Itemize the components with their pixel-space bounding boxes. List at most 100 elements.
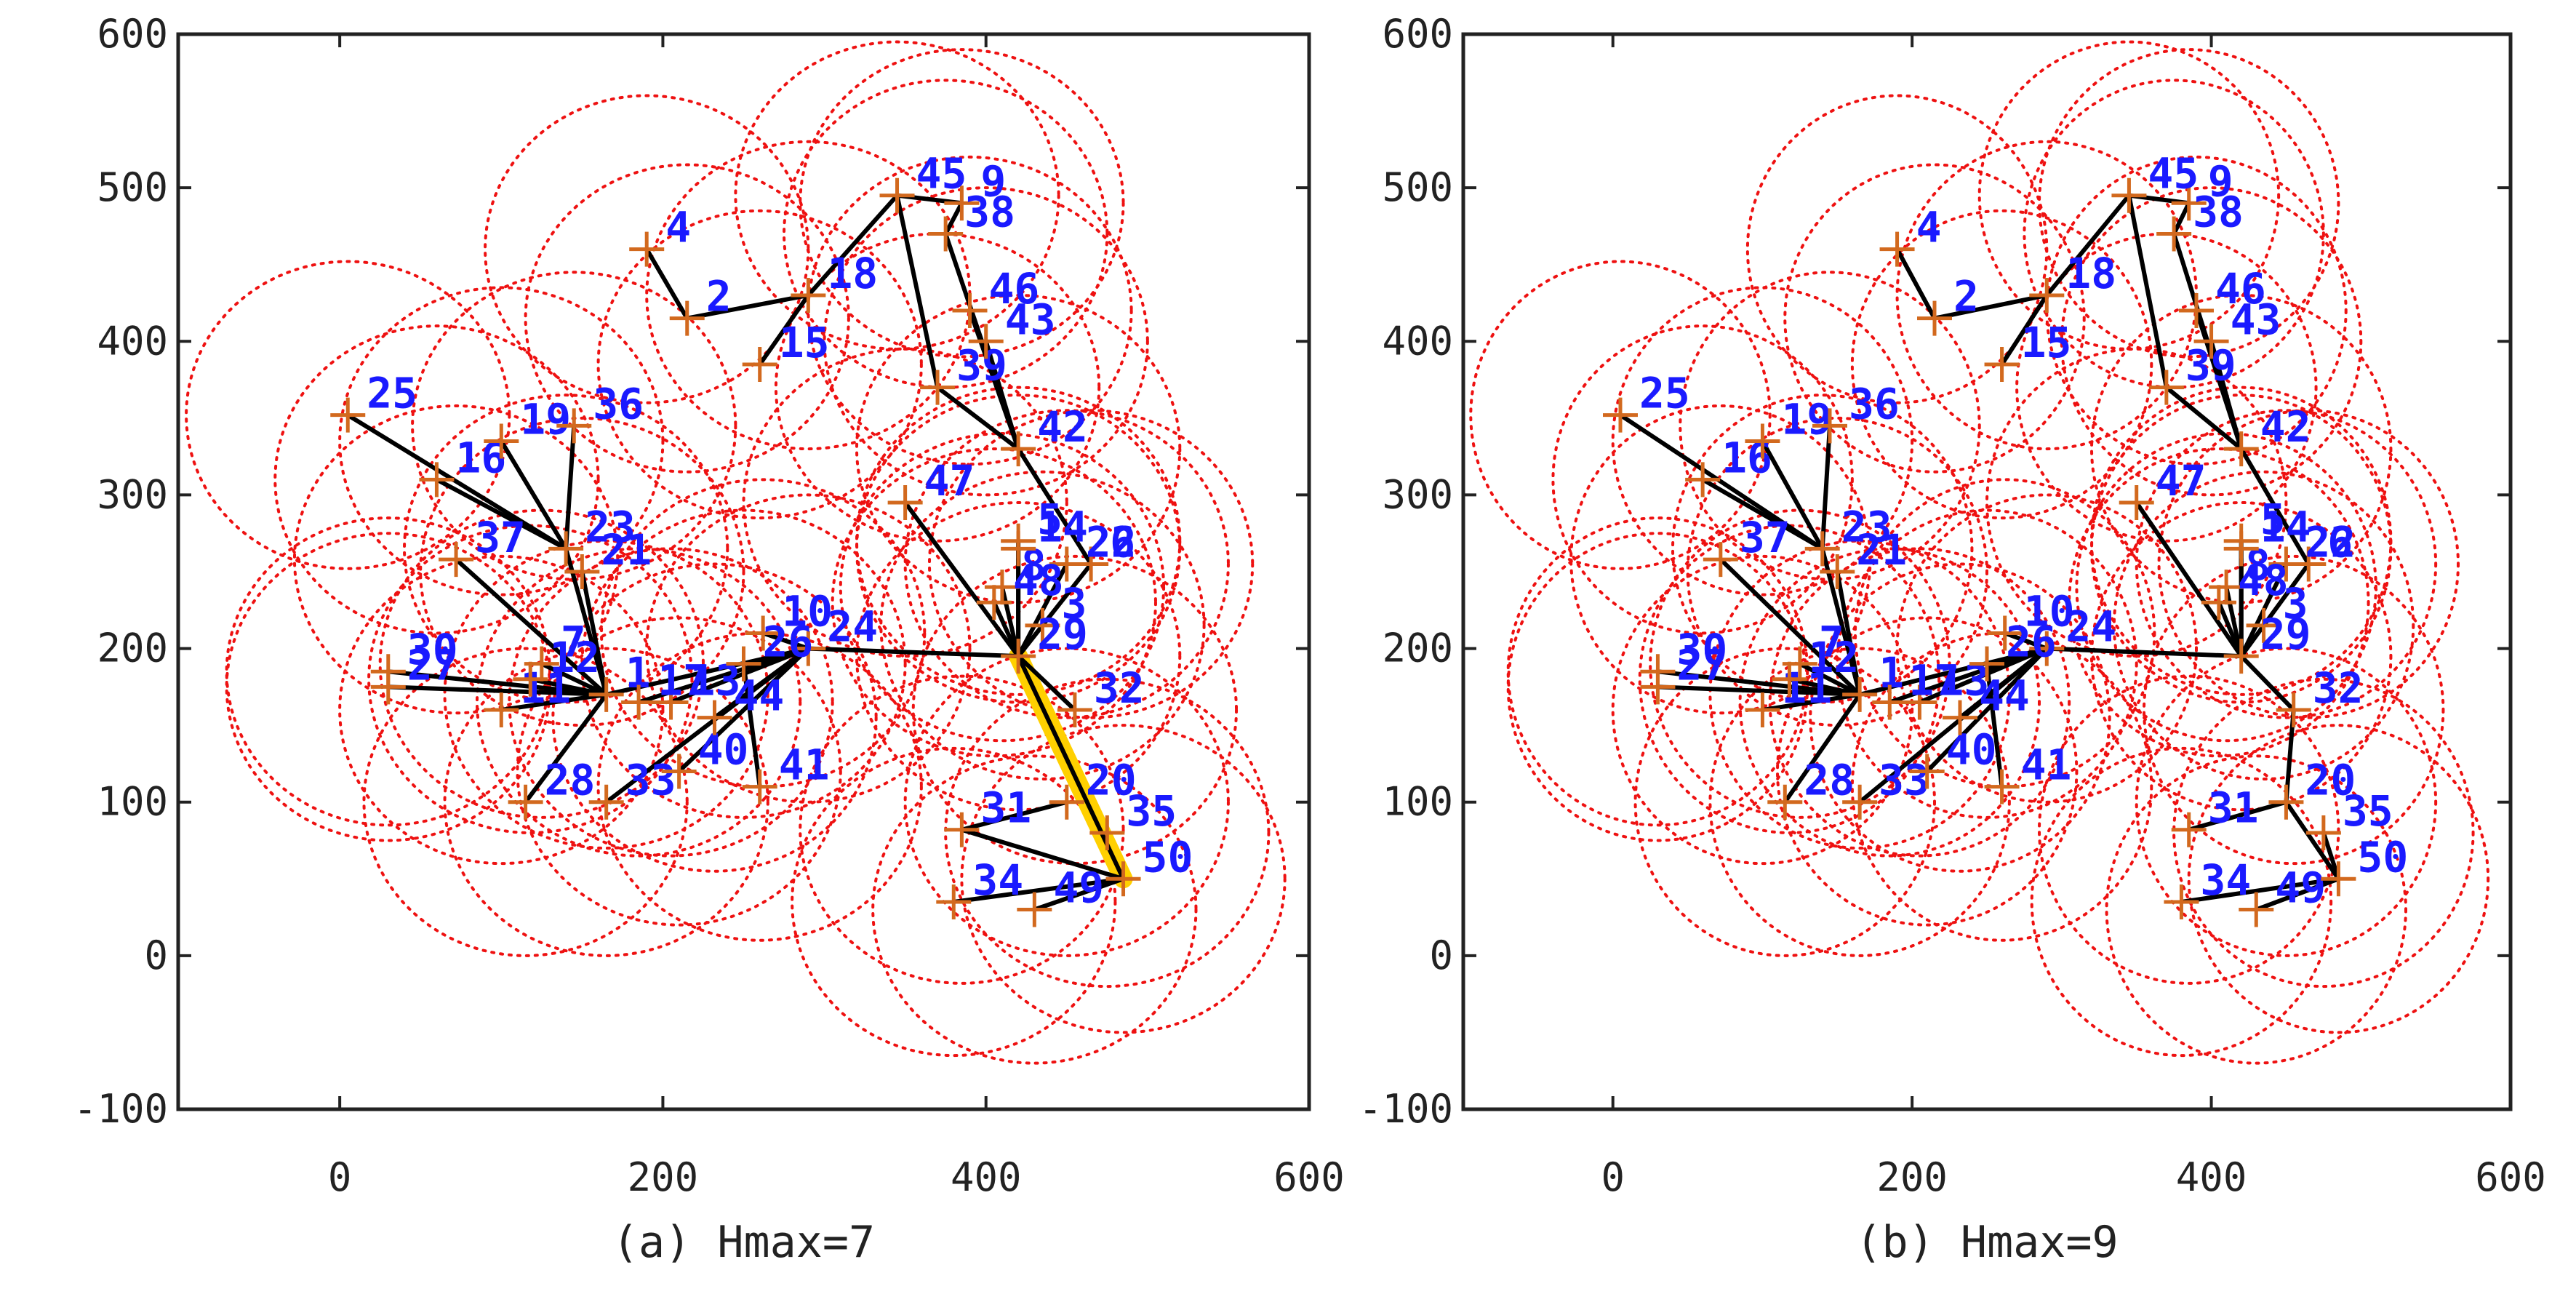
range-circle-33 bbox=[1708, 647, 2011, 957]
node-marker-48 bbox=[2201, 585, 2236, 620]
y-tick-label: 0 bbox=[144, 932, 168, 978]
node-marker-36 bbox=[1812, 408, 1847, 444]
edge-20-31 bbox=[2186, 799, 2289, 832]
range-circle-9 bbox=[2038, 48, 2340, 359]
node-marker-31 bbox=[2171, 812, 2207, 847]
node-marker-11 bbox=[484, 692, 519, 728]
node-marker-17 bbox=[1872, 684, 1908, 720]
edge-50-31 bbox=[959, 827, 1126, 882]
range-circle-14 bbox=[855, 394, 1182, 704]
range-circle-2 bbox=[524, 163, 850, 474]
range-circle-39 bbox=[2015, 232, 2318, 543]
node-marker-37 bbox=[439, 542, 474, 578]
edge-39-42 bbox=[2164, 385, 2244, 452]
node-label-34: 34 bbox=[972, 855, 1023, 905]
node-marker-15 bbox=[742, 346, 777, 382]
range-circle-43 bbox=[823, 186, 1149, 497]
edge-7-1 bbox=[539, 661, 609, 697]
node-marker-42 bbox=[1001, 431, 1036, 467]
range-circle-24 bbox=[645, 493, 972, 804]
edge-29-32 bbox=[2239, 654, 2296, 713]
node-marker-33 bbox=[588, 784, 624, 820]
node-label-10: 10 bbox=[782, 586, 833, 636]
edge-18-45 bbox=[806, 193, 900, 297]
node-marker-30 bbox=[1640, 654, 1676, 690]
node-label-22: 22 bbox=[1086, 517, 1137, 567]
range-circle-3 bbox=[879, 470, 1206, 781]
node-label-24: 24 bbox=[2065, 602, 2116, 652]
panel-caption: (a) Hmax=7 bbox=[612, 1217, 875, 1268]
node-label-42: 42 bbox=[1037, 402, 1088, 452]
range-circle-3 bbox=[2112, 470, 2415, 781]
node-label-22: 22 bbox=[2305, 517, 2356, 567]
range-circle-29 bbox=[855, 500, 1182, 812]
range-circle-5 bbox=[855, 386, 1182, 696]
edge-36-23 bbox=[564, 423, 577, 551]
edge-27-1 bbox=[385, 684, 609, 697]
node-label-9: 9 bbox=[980, 156, 1006, 206]
node-label-39: 39 bbox=[956, 341, 1007, 391]
node-label-12: 12 bbox=[1808, 633, 1859, 682]
node-marker-22 bbox=[1049, 546, 1084, 582]
range-circle-37 bbox=[292, 404, 620, 715]
edge-28-1 bbox=[1783, 692, 1863, 804]
node-marker-21 bbox=[1820, 554, 1855, 589]
edge-27-1 bbox=[1655, 684, 1863, 697]
y-tick-label: 300 bbox=[1382, 471, 1453, 517]
node-marker-40 bbox=[661, 754, 697, 789]
node-label-36: 36 bbox=[593, 379, 644, 428]
node-label-44: 44 bbox=[734, 671, 785, 721]
node-label-26: 26 bbox=[763, 618, 814, 667]
node-marker-46 bbox=[2179, 293, 2214, 329]
node-label-49: 49 bbox=[2275, 863, 2326, 913]
node-label-18: 18 bbox=[2065, 249, 2116, 298]
node-marker-41 bbox=[1984, 769, 2020, 804]
node-label-9: 9 bbox=[2208, 156, 2233, 206]
node-label-33: 33 bbox=[625, 756, 676, 805]
range-circle-34 bbox=[2030, 746, 2333, 1058]
node-label-45: 45 bbox=[916, 149, 967, 199]
node-marker-47 bbox=[2119, 484, 2154, 520]
range-circle-34 bbox=[791, 746, 1117, 1058]
range-circle-28 bbox=[362, 647, 689, 957]
edge-43-42 bbox=[2209, 339, 2244, 452]
node-label-5: 5 bbox=[1037, 495, 1063, 544]
node-marker-21 bbox=[564, 554, 600, 589]
node-marker-11 bbox=[1745, 692, 1780, 728]
node-marker-17 bbox=[621, 684, 657, 720]
range-circle-26 bbox=[1836, 508, 2138, 819]
node-label-40: 40 bbox=[1946, 724, 1997, 774]
node-label-37: 37 bbox=[1740, 513, 1791, 562]
edge-18-15 bbox=[757, 292, 811, 367]
edge-50-34 bbox=[2179, 876, 2341, 904]
node-marker-26 bbox=[1969, 646, 2004, 682]
edge-24-29 bbox=[806, 646, 1021, 659]
x-tick-label: 0 bbox=[1601, 1154, 1625, 1200]
range-circle-19 bbox=[338, 286, 665, 596]
range-circle-2 bbox=[1783, 163, 2086, 474]
node-marker-34 bbox=[2164, 884, 2199, 919]
y-tick-label: 500 bbox=[97, 164, 168, 210]
node-marker-39 bbox=[920, 370, 956, 405]
node-label-44: 44 bbox=[1979, 671, 2030, 721]
range-circle-1 bbox=[443, 539, 769, 850]
axes-box bbox=[176, 32, 1311, 1111]
x-tick-label: 600 bbox=[2475, 1154, 2546, 1200]
range-circle-44 bbox=[551, 562, 878, 873]
x-tick-label: 600 bbox=[1273, 1154, 1345, 1200]
node-label-2: 2 bbox=[1953, 272, 1979, 321]
node-label-24: 24 bbox=[827, 602, 878, 652]
range-circle-31 bbox=[799, 674, 1125, 985]
range-circle-20 bbox=[903, 647, 1230, 957]
node-marker-38 bbox=[928, 216, 964, 252]
edge-16-23 bbox=[434, 477, 569, 551]
node-marker-42 bbox=[2223, 431, 2259, 467]
node-label-15: 15 bbox=[779, 318, 830, 367]
node-label-27: 27 bbox=[407, 640, 458, 690]
node-marker-41 bbox=[742, 769, 777, 804]
edge-50-49 bbox=[1032, 876, 1126, 912]
node-label-7: 7 bbox=[1819, 618, 1844, 667]
